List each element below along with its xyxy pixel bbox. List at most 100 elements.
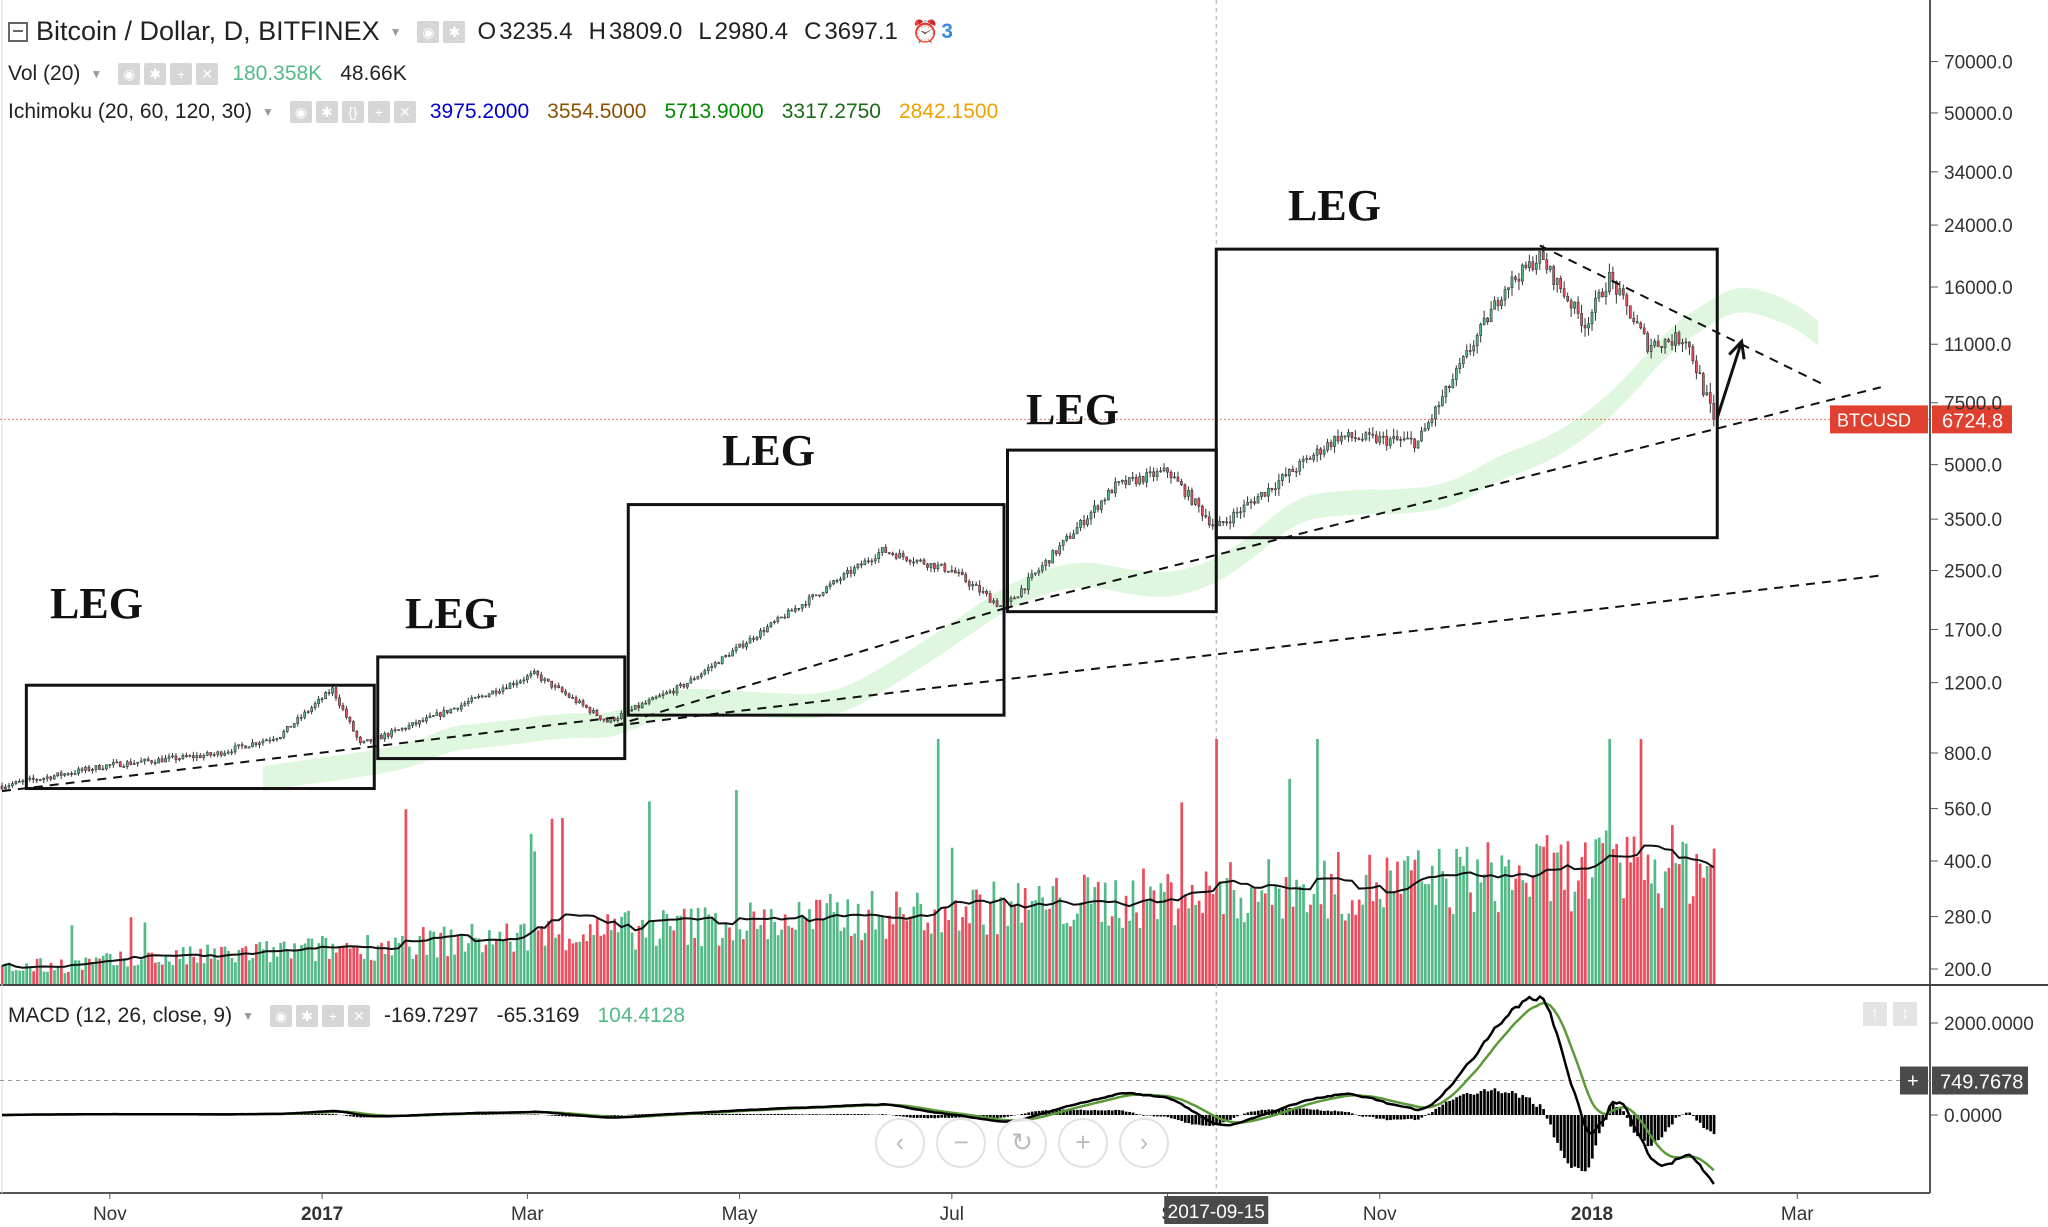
code-icon[interactable]: {} [341,101,364,123]
macd-histogram [4,1088,1716,1172]
chevron-down-icon[interactable]: ▼ [242,1009,254,1023]
volume-bar [867,909,870,984]
macd-name[interactable]: MACD (12, 26, close, 9) [8,1004,233,1027]
candle [1621,288,1625,296]
macd-hist-bar [331,1113,335,1115]
leg-label-3[interactable]: LEG [722,426,815,475]
volume-bar [1670,825,1674,984]
volume-bar [943,906,947,984]
candle [84,766,87,771]
collapse-icon[interactable] [8,21,28,42]
ichimoku-name[interactable]: Ichimoku (20, 60, 120, 30) [8,100,252,123]
volume-bar [748,902,752,984]
volume-bar [1521,880,1525,984]
eye-icon[interactable]: ◉ [269,1005,292,1027]
eye-icon[interactable]: ◉ [118,63,141,85]
close-icon[interactable]: ✕ [347,1005,370,1027]
macd-hist-bar [1392,1115,1396,1120]
candle [352,721,355,732]
candle [1677,332,1681,345]
scroll-left-button[interactable]: ‹ [875,1118,925,1168]
volume-bar [161,964,164,984]
candle [1524,264,1528,269]
volume-bar [1396,861,1399,984]
candle [560,687,564,693]
volume-bar [919,904,923,984]
candle [1009,597,1013,602]
move-pane-icon[interactable]: ↕ [1893,1002,1917,1026]
macd-hist-bar [794,1114,797,1115]
leg-label-1[interactable]: LEG [50,579,143,628]
eye-icon[interactable]: ◉ [289,101,312,123]
eye-icon[interactable]: ◉ [417,20,440,43]
candle [1114,481,1117,494]
macd-hist-bar [919,1115,923,1118]
volume-bar [714,913,717,984]
candle [1479,323,1483,336]
reset-button[interactable]: ↻ [997,1118,1047,1168]
macd-hist-bar [801,1114,804,1115]
leg-label-2[interactable]: LEG [405,589,498,638]
volume-name[interactable]: Vol (20) [8,62,81,85]
projection-arrow [1715,341,1744,419]
leg-label-4[interactable]: LEG [1026,385,1119,434]
macd-hist-bar [1298,1108,1302,1115]
plus-icon[interactable]: + [321,1005,344,1027]
candle [1218,521,1222,527]
scroll-right-button[interactable]: › [1119,1118,1169,1168]
gear-icon[interactable]: ✱ [443,20,466,43]
candle [397,729,400,731]
candle [56,772,60,777]
candle [439,712,442,717]
maximize-pane-icon[interactable]: ↑ [1863,1002,1887,1026]
ichimoku-value: 3554.5000 [547,100,647,123]
candle [1399,439,1402,441]
chevron-down-icon[interactable]: ▼ [389,24,402,39]
close-icon[interactable]: ✕ [196,63,219,85]
volume-bar [105,953,109,984]
plus-icon[interactable]: + [367,101,390,123]
candle [832,580,835,585]
volume-bar [1082,874,1086,984]
alarm-icon[interactable]: ⏰ [911,18,940,44]
candle [1141,476,1145,483]
candle [1632,317,1636,322]
chevron-down-icon[interactable]: ▼ [90,67,103,81]
candle [1364,432,1368,440]
chevron-down-icon[interactable]: ▼ [261,105,274,119]
volume-bar [529,833,533,984]
zoom-out-button[interactable]: − [936,1118,986,1168]
candle [1340,435,1343,442]
macd-hist-bar [1156,1115,1159,1117]
candle [856,563,860,568]
candle [779,616,783,619]
gear-icon[interactable]: ✱ [144,63,167,85]
leg-label-5[interactable]: LEG [1288,181,1381,230]
volume-bar [1392,892,1396,984]
volume-bar [634,949,637,984]
zoom-in-button[interactable]: + [1058,1118,1108,1168]
macd-hist-bar [1479,1090,1483,1115]
alert-count[interactable]: 3 [941,19,953,43]
candle [731,650,734,657]
macd-hist-bar [902,1115,905,1117]
candle [1274,488,1277,491]
volume-bar [376,945,380,984]
gear-icon[interactable]: ✱ [295,1005,318,1027]
plus-icon[interactable]: + [170,63,193,85]
close-icon[interactable]: ✕ [393,101,416,123]
macd-hist-bar [1587,1115,1591,1168]
macd-hist-bar [317,1113,321,1115]
macd-hist-bar [1399,1115,1403,1120]
macd-hist-bar [1131,1112,1135,1115]
volume-bar [1653,859,1657,984]
symbol-title[interactable]: Bitcoin / Dollar, D, BITFINEX [36,16,380,46]
macd-hist-bar [1566,1115,1570,1164]
macd-hist-bar [742,1113,745,1115]
volume-bar [668,926,672,984]
candle [1472,345,1476,352]
candle [1681,342,1684,345]
candle [974,584,978,586]
gear-icon[interactable]: ✱ [315,101,338,123]
